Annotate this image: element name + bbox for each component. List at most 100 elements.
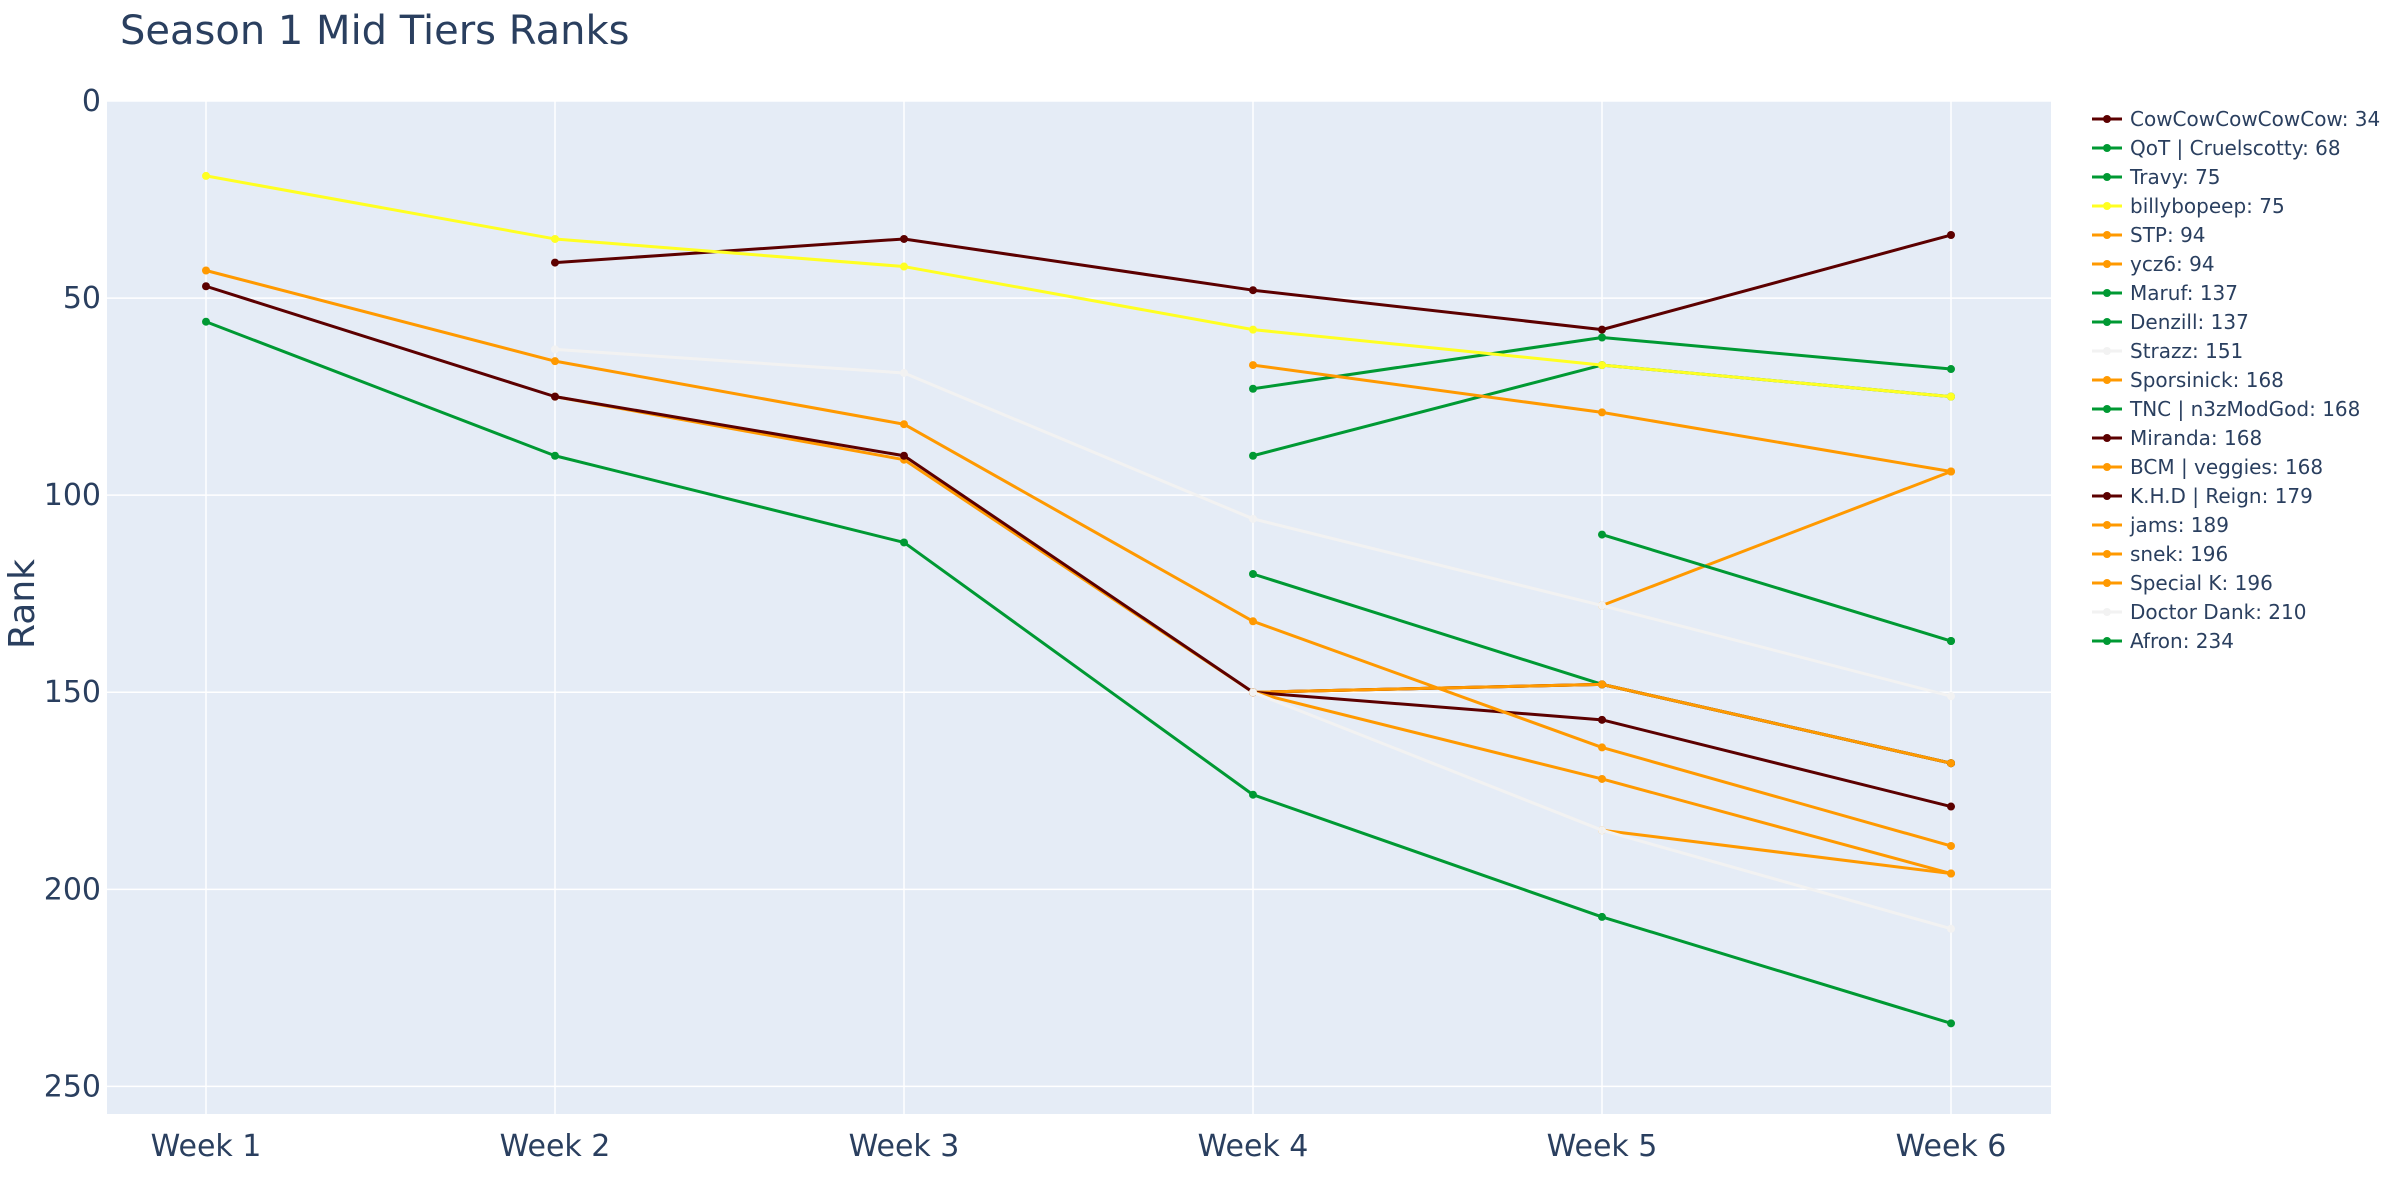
data-point[interactable] bbox=[1249, 286, 1257, 295]
data-point[interactable] bbox=[900, 538, 908, 547]
data-point[interactable] bbox=[551, 357, 559, 366]
data-point[interactable] bbox=[202, 317, 210, 326]
data-point[interactable] bbox=[1249, 384, 1257, 393]
data-point[interactable] bbox=[1947, 802, 1955, 811]
data-point[interactable] bbox=[900, 262, 908, 271]
data-point[interactable] bbox=[1249, 569, 1257, 578]
legend-swatch bbox=[2092, 317, 2122, 326]
data-point[interactable] bbox=[1598, 715, 1606, 724]
legend-label: jams: 189 bbox=[2130, 512, 2229, 537]
data-point[interactable] bbox=[1947, 1019, 1955, 1028]
x-tick-label: Week 3 bbox=[849, 1129, 960, 1164]
data-point[interactable] bbox=[1598, 361, 1606, 370]
data-point[interactable] bbox=[1249, 617, 1257, 626]
legend-item[interactable]: Maruf: 137 bbox=[2092, 278, 2380, 307]
series-line[interactable] bbox=[202, 282, 1955, 811]
data-point[interactable] bbox=[1947, 692, 1955, 701]
legend-item[interactable]: Doctor Dank: 210 bbox=[2092, 597, 2380, 626]
legend-item[interactable]: Sporsinick: 168 bbox=[2092, 365, 2380, 394]
data-point[interactable] bbox=[1249, 451, 1257, 460]
data-point[interactable] bbox=[202, 282, 210, 291]
legend-item[interactable]: Travy: 75 bbox=[2092, 162, 2380, 191]
legend-swatch bbox=[2092, 433, 2122, 442]
series-line[interactable] bbox=[551, 345, 1955, 701]
legend-swatch bbox=[2092, 607, 2122, 616]
data-point[interactable] bbox=[1947, 759, 1955, 768]
data-point[interactable] bbox=[1598, 325, 1606, 334]
data-point[interactable] bbox=[551, 451, 559, 460]
legend-item[interactable]: TNC | n3zModGod: 168 bbox=[2092, 394, 2380, 423]
data-point[interactable] bbox=[900, 451, 908, 460]
series-line[interactable] bbox=[202, 171, 1955, 401]
legend-swatch bbox=[2092, 462, 2122, 471]
y-tick-labels: 0 50 100 150 200 250 bbox=[44, 84, 101, 1104]
data-point[interactable] bbox=[1249, 361, 1257, 370]
data-point[interactable] bbox=[1249, 688, 1257, 697]
series-line[interactable] bbox=[1249, 688, 1955, 933]
series-line[interactable] bbox=[1947, 637, 1955, 646]
legend-item[interactable]: K.H.D | Reign: 179 bbox=[2092, 481, 2380, 510]
data-point[interactable] bbox=[1249, 790, 1257, 799]
y-tick-label: 250 bbox=[44, 1069, 101, 1104]
data-point[interactable] bbox=[202, 266, 210, 275]
data-point[interactable] bbox=[1947, 924, 1955, 933]
data-point[interactable] bbox=[551, 392, 559, 401]
data-point[interactable] bbox=[551, 258, 559, 267]
data-point[interactable] bbox=[1947, 231, 1955, 240]
data-point[interactable] bbox=[900, 420, 908, 429]
data-point[interactable] bbox=[1598, 530, 1606, 539]
legend-swatch bbox=[2092, 172, 2122, 181]
data-point[interactable] bbox=[1249, 325, 1257, 334]
data-point[interactable] bbox=[551, 234, 559, 243]
legend-swatch bbox=[2092, 259, 2122, 268]
data-point[interactable] bbox=[1947, 365, 1955, 374]
data-point[interactable] bbox=[1947, 637, 1955, 646]
series-line[interactable] bbox=[1249, 361, 1955, 476]
legend-item[interactable]: ycz6: 94 bbox=[2092, 249, 2380, 278]
legend-item[interactable]: QoT | Cruelscotty: 68 bbox=[2092, 133, 2380, 162]
data-point[interactable] bbox=[1947, 467, 1955, 476]
legend-item[interactable]: BCM | veggies: 168 bbox=[2092, 452, 2380, 481]
legend-swatch bbox=[2092, 346, 2122, 355]
data-point[interactable] bbox=[1598, 826, 1606, 835]
data-point[interactable] bbox=[1598, 333, 1606, 342]
legend-item[interactable]: CowCowCowCowCow: 34 bbox=[2092, 104, 2380, 133]
data-point[interactable] bbox=[1598, 743, 1606, 752]
y-axis-title: Rank bbox=[2, 559, 43, 649]
legend-label: Afron: 234 bbox=[2130, 628, 2234, 653]
series-line[interactable] bbox=[551, 231, 1955, 334]
data-point[interactable] bbox=[1598, 601, 1606, 610]
legend-item[interactable]: billybopeep: 75 bbox=[2092, 191, 2380, 220]
legend-item[interactable]: Afron: 234 bbox=[2092, 626, 2380, 655]
legend-item[interactable]: Strazz: 151 bbox=[2092, 336, 2380, 365]
data-point[interactable] bbox=[551, 345, 559, 354]
data-point[interactable] bbox=[1947, 392, 1955, 401]
legend-swatch bbox=[2092, 143, 2122, 152]
legend-item[interactable]: Miranda: 168 bbox=[2092, 423, 2380, 452]
legend-label: K.H.D | Reign: 179 bbox=[2130, 483, 2313, 508]
legend-swatch bbox=[2092, 230, 2122, 239]
data-point[interactable] bbox=[1598, 774, 1606, 783]
legend-swatch bbox=[2092, 636, 2122, 645]
data-point[interactable] bbox=[1249, 514, 1257, 523]
legend-item[interactable]: Special K: 196 bbox=[2092, 568, 2380, 597]
data-point[interactable] bbox=[1947, 869, 1955, 878]
data-point[interactable] bbox=[1598, 408, 1606, 417]
data-point[interactable] bbox=[202, 171, 210, 180]
data-point[interactable] bbox=[1598, 680, 1606, 689]
legend-item[interactable]: Denzill: 137 bbox=[2092, 307, 2380, 336]
data-point[interactable] bbox=[1598, 912, 1606, 921]
x-tick-label: Week 2 bbox=[500, 1129, 611, 1164]
legend-swatch bbox=[2092, 578, 2122, 587]
legend-item[interactable]: jams: 189 bbox=[2092, 510, 2380, 539]
series-line[interactable] bbox=[202, 317, 1955, 1028]
data-point[interactable] bbox=[900, 234, 908, 243]
legend-item[interactable]: snek: 196 bbox=[2092, 539, 2380, 568]
data-point[interactable] bbox=[900, 368, 908, 377]
series-line[interactable] bbox=[202, 266, 1955, 850]
data-point[interactable] bbox=[1947, 841, 1955, 850]
series-line[interactable] bbox=[1249, 333, 1955, 393]
legend[interactable]: CowCowCowCowCow: 34 QoT | Cruelscotty: 68… bbox=[2092, 104, 2380, 655]
legend-item[interactable]: STP: 94 bbox=[2092, 220, 2380, 249]
